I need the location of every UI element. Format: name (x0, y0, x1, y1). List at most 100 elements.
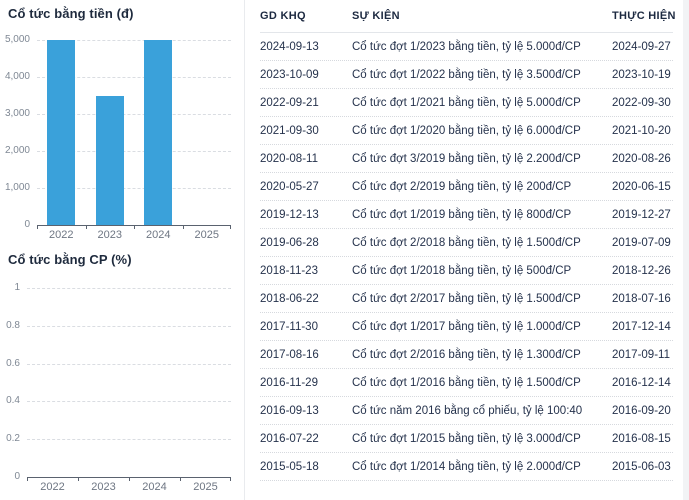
cell-event: Cổ tức năm 2016 bằng cổ phiếu, tỷ lệ 100… (352, 404, 583, 417)
table-row: 2021-09-30 Cổ tức đợt 1/2020 bằng tiền, t… (260, 117, 673, 145)
dividend-events-table: GD KHQ SỰ KIỆN THỰC HIỆN 2024-09-13 Cổ tứ… (245, 0, 689, 500)
cell-gd-khq: 2021-09-30 (260, 124, 319, 137)
table-row: 2017-11-30 Cổ tức đợt 1/2017 bằng tiền, t… (260, 313, 673, 341)
cell-execution: 2019-07-09 (612, 236, 671, 249)
gridline (37, 188, 231, 189)
cell-gd-khq: 2020-05-27 (260, 180, 319, 193)
cell-gd-khq: 2024-09-13 (260, 40, 319, 53)
y-axis-tick-label: 2,000 (4, 145, 30, 156)
y-axis-tick-label: 0 (24, 219, 30, 230)
cell-gd-khq: 2022-09-21 (260, 96, 319, 109)
cell-event: Cổ tức đợt 1/2020 bằng tiền, tỷ lệ 6.000… (352, 124, 581, 137)
col-header-event: SỰ KIỆN (352, 10, 400, 22)
cell-event: Cổ tức đợt 1/2019 bằng tiền, tỷ lệ 800đ/… (352, 208, 572, 221)
cell-execution: 2020-08-26 (612, 152, 671, 165)
bar-2022[interactable] (47, 40, 76, 225)
y-axis-tick-label: 3,000 (4, 108, 30, 119)
axis-tick (78, 477, 79, 481)
cell-execution: 2024-09-27 (612, 40, 671, 53)
table-row: 2020-05-27 Cổ tức đợt 2/2019 bằng tiền, t… (260, 173, 673, 201)
table-row: 2024-09-13 Cổ tức đợt 1/2023 bằng tiền, t… (260, 33, 673, 61)
cell-gd-khq: 2019-06-28 (260, 236, 319, 249)
axis-tick (180, 477, 181, 481)
cell-execution: 2022-09-30 (612, 96, 671, 109)
cell-event: Cổ tức đợt 1/2021 bằng tiền, tỷ lệ 5.000… (352, 96, 581, 109)
gridline (27, 401, 231, 403)
bar-2023[interactable] (95, 95, 124, 225)
bar-2024[interactable] (144, 40, 173, 225)
cell-gd-khq: 2020-08-11 (260, 152, 318, 165)
cell-event: Cổ tức đợt 1/2016 bằng tiền, tỷ lệ 1.500… (352, 376, 581, 389)
cell-event: Cổ tức đợt 3/2019 bằng tiền, tỷ lệ 2.200… (352, 152, 581, 165)
cell-execution: 2023-10-19 (612, 68, 671, 81)
cash-dividend-chart-title: Cổ tức bằng tiền (đ) (8, 6, 134, 21)
cell-gd-khq: 2016-09-13 (260, 404, 319, 417)
axis-tick (85, 225, 87, 229)
cell-execution: 2016-08-15 (612, 432, 671, 445)
gridline (37, 151, 231, 152)
axis-tick (134, 225, 135, 229)
cell-event: Cổ tức đợt 1/2015 bằng tiền, tỷ lệ 3.000… (352, 432, 581, 445)
x-axis-tick-label: 2022 (40, 481, 65, 493)
y-axis-tick-label: 4,000 (4, 71, 30, 82)
table-row: 2022-09-21 Cổ tức đợt 1/2021 bằng tiền, t… (260, 89, 673, 117)
scrollbar-track[interactable] (683, 0, 689, 500)
stock-dividend-chart[interactable]: 1 0.8 0.6 0.4 0.2 0 2022 2023 2024 2025 (6, 283, 231, 493)
y-axis-tick-label: 1 (14, 282, 20, 293)
vertical-divider (244, 0, 245, 500)
cell-execution: 2016-09-20 (612, 404, 671, 417)
col-header-gd-khq: GD KHQ (260, 10, 306, 22)
cell-event: Cổ tức đợt 2/2017 bằng tiền, tỷ lệ 1.500… (352, 292, 581, 305)
cell-gd-khq: 2018-11-23 (260, 264, 318, 277)
cell-gd-khq: 2017-08-16 (260, 348, 319, 361)
table-row: 2019-12-13 Cổ tức đợt 1/2019 bằng tiền, t… (260, 201, 673, 229)
x-axis-tick-label: 2022 (49, 229, 74, 241)
col-header-execute: THỰC HIỆN (612, 10, 676, 22)
cell-event: Cổ tức đợt 1/2018 bằng tiền, tỷ lệ 500đ/… (352, 264, 572, 277)
table-row: 2017-08-16 Cổ tức đợt 2/2016 bằng tiền, t… (260, 341, 673, 369)
cell-execution: 2017-12-14 (612, 320, 671, 333)
cell-gd-khq: 2016-07-22 (260, 432, 319, 445)
table-row: 2018-11-23 Cổ tức đợt 1/2018 bằng tiền, t… (260, 257, 673, 285)
table-row: 2016-07-22 Cổ tức đợt 1/2015 bằng tiền, t… (260, 425, 673, 453)
cell-gd-khq: 2019-12-13 (260, 208, 319, 221)
x-axis-tick-label: 2024 (146, 229, 171, 241)
gridline (27, 363, 231, 365)
table-body[interactable]: 2024-09-13 Cổ tức đợt 1/2023 bằng tiền, t… (260, 33, 673, 481)
table-row: 2019-06-28 Cổ tức đợt 2/2018 bằng tiền, t… (260, 229, 673, 257)
x-axis-tick-label: 2025 (194, 229, 219, 241)
axis-tick (129, 477, 130, 481)
gridline (27, 325, 231, 327)
gridline (27, 288, 231, 289)
axis-tick (182, 225, 184, 229)
table-row: 2016-11-29 Cổ tức đợt 1/2016 bằng tiền, t… (260, 369, 673, 397)
table-row: 2015-05-18 Cổ tức đợt 1/2014 bằng tiền, t… (260, 453, 673, 481)
gridline (37, 77, 231, 78)
cell-execution: 2020-06-15 (612, 180, 671, 193)
cell-execution: 2015-06-03 (612, 460, 671, 473)
axis-tick (27, 477, 28, 481)
cell-event: Cổ tức đợt 1/2014 bằng tiền, tỷ lệ 2.000… (352, 460, 581, 473)
cell-gd-khq: 2018-06-22 (260, 292, 319, 305)
y-axis-tick-label: 0.8 (6, 319, 20, 331)
cell-event: Cổ tức đợt 1/2023 bằng tiền, tỷ lệ 5.000… (352, 40, 581, 53)
y-axis-tick-label: 5,000 (4, 34, 30, 45)
cell-event: Cổ tức đợt 2/2018 bằng tiền, tỷ lệ 1.500… (352, 236, 581, 249)
table-row: 2018-06-22 Cổ tức đợt 2/2017 bằng tiền, t… (260, 285, 673, 313)
y-axis-tick-label: 0 (14, 471, 20, 482)
y-axis-tick-label: 0.2 (6, 433, 20, 445)
table-row: 2016-09-13 Cổ tức năm 2016 bằng cổ phiếu,… (260, 397, 673, 425)
cash-dividend-chart[interactable]: 5,000 4,000 3,000 2,000 1,000 0 2022 2023 2024 20… (5, 35, 231, 241)
cell-gd-khq: 2017-11-30 (260, 320, 318, 333)
cell-execution: 2018-07-16 (612, 292, 671, 305)
cell-execution: 2018-12-26 (612, 264, 671, 277)
cell-event: Cổ tức đợt 1/2022 bằng tiền, tỷ lệ 3.500… (352, 68, 581, 81)
axis-tick (37, 225, 38, 229)
x-axis-tick-label: 2023 (97, 229, 122, 241)
cell-event: Cổ tức đợt 2/2016 bằng tiền, tỷ lệ 1.300… (352, 348, 581, 361)
cell-gd-khq: 2015-05-18 (260, 460, 319, 473)
y-axis-tick-label: 0.4 (6, 395, 20, 407)
table-header-row: GD KHQ SỰ KIỆN THỰC HIỆN (260, 0, 676, 33)
gridline (27, 439, 231, 441)
x-axis-tick-label: 2025 (193, 481, 218, 493)
